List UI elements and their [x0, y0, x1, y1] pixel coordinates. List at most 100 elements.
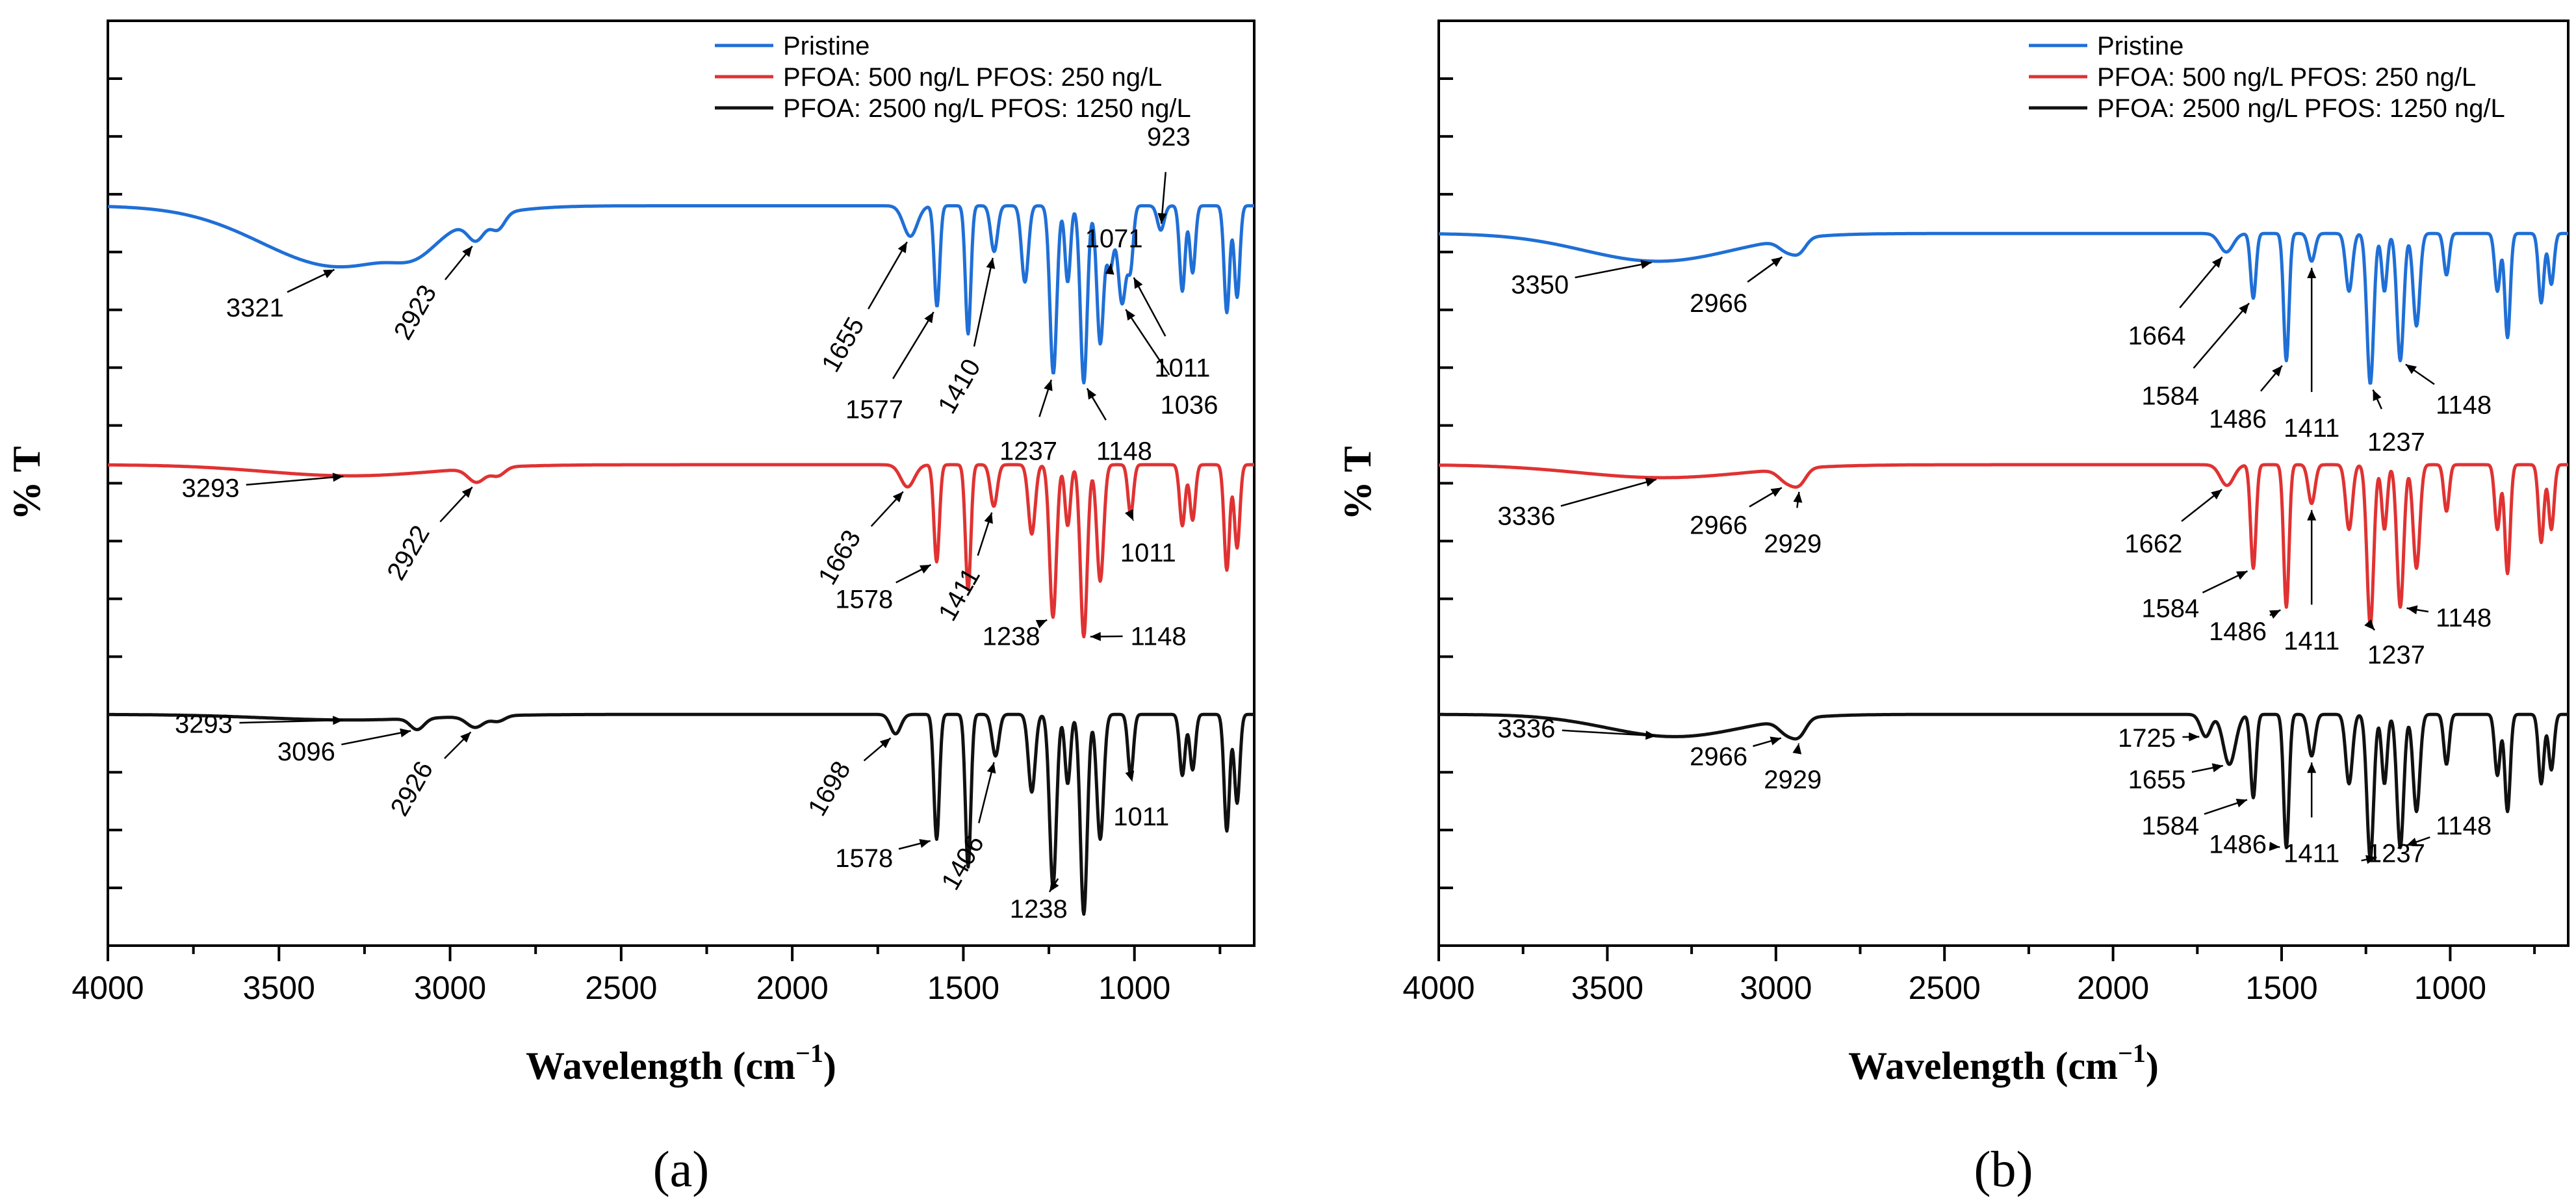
annotation-arrowhead	[1771, 257, 1783, 267]
peak-label: 3293	[175, 710, 233, 738]
annotation-arrowhead	[461, 487, 472, 498]
peak-label: 1411	[2284, 414, 2339, 443]
peak-label: 2923	[389, 280, 443, 344]
peak-label: 1577	[845, 396, 903, 424]
peak-label: 1663	[813, 525, 867, 589]
x-tick-label: 2500	[1909, 970, 1981, 1006]
annotation-arrow	[973, 257, 994, 347]
annotation-arrowhead	[332, 472, 344, 482]
annotation-arrowhead	[333, 716, 344, 725]
series-line-0	[1437, 231, 2570, 385]
peak-label: 1148	[2436, 604, 2492, 632]
panel-a: 4000 3500 3000 2500 2000 1500 1000 Wavelength (…	[5, 19, 1256, 1197]
peak-label: 1486	[2209, 830, 2267, 859]
x-tick-label: 1000	[1098, 970, 1170, 1006]
annotation-arrowhead	[1035, 619, 1048, 628]
peak-label: 1410	[933, 354, 986, 419]
legend-label: PFOA: 2500 ng/L PFOS: 1250 ng/L	[2097, 94, 2505, 123]
x-tick-label: 3000	[414, 970, 486, 1006]
legend-label: PFOA: 500 ng/L PFOS: 250 ng/L	[783, 63, 1162, 92]
peak-label: 3336	[1497, 715, 1555, 744]
peak-label: 1237	[999, 437, 1057, 466]
series-line-2	[107, 712, 1256, 916]
annotation-arrowhead	[897, 242, 907, 253]
peak-label: 1664	[2128, 322, 2186, 350]
peak-label: 1655	[816, 313, 870, 377]
annotation-arrowhead	[1645, 731, 1656, 740]
annotation-arrowhead	[462, 246, 472, 257]
annotation-arrowhead	[2365, 855, 2377, 864]
x-tick-label: 3500	[1571, 970, 1643, 1006]
annotation-arrowhead	[2269, 842, 2280, 851]
peak-label: 2966	[1690, 289, 1747, 318]
panel-label: (b)	[1974, 1141, 2033, 1197]
annotation-arrow	[239, 719, 344, 724]
peak-label: 2929	[1764, 766, 1822, 794]
x-tick-label: 1000	[2414, 970, 2486, 1006]
peak-label: 1148	[1131, 622, 1187, 651]
annotation-arrowhead	[1645, 478, 1656, 487]
peak-label: 923	[1147, 123, 1191, 151]
y-axis-label: % T	[1336, 446, 1379, 521]
peak-label: 1578	[835, 585, 893, 614]
annotation-arrowhead	[984, 512, 993, 524]
annotation-arrow	[892, 311, 934, 380]
peak-label: 2929	[1764, 530, 1822, 558]
legend-label: PFOA: 500 ng/L PFOS: 250 ng/L	[2097, 63, 2476, 92]
peak-label: 1662	[2124, 530, 2182, 558]
series-line-1	[1437, 463, 2570, 627]
annotation-arrowhead	[986, 762, 996, 774]
annotation-arrowhead	[892, 491, 903, 502]
x-tick-label: 4000	[1402, 970, 1475, 1006]
peak-label: 1411	[2284, 627, 2339, 655]
annotation-arrowhead	[2235, 799, 2247, 808]
peak-label: 1237	[2367, 641, 2425, 669]
annotation-arrowhead	[1044, 380, 1053, 391]
peak-label: 1578	[835, 844, 893, 873]
annotation-arrowhead	[2272, 365, 2282, 377]
annotation-arrowhead	[2239, 303, 2249, 315]
annotation-arrowhead	[1125, 509, 1134, 521]
annotation-arrow	[246, 475, 344, 486]
series-line-0	[107, 204, 1256, 385]
annotation-arrowhead	[1126, 309, 1135, 321]
annotation-arrowhead	[1090, 632, 1101, 641]
peak-label: 1655	[2128, 766, 2186, 794]
x-tick-label: 3500	[243, 970, 315, 1006]
annotation-arrow	[341, 730, 411, 745]
series-line-2	[1437, 712, 2570, 860]
annotation-arrowhead	[1125, 770, 1135, 782]
peak-label: 1486	[2209, 405, 2267, 433]
x-tick-label: 3000	[1740, 970, 1812, 1006]
annotation-arrow	[1562, 729, 1656, 737]
annotation-arrowhead	[1770, 736, 1781, 745]
annotation-arrowhead	[919, 839, 931, 848]
peak-label: 1486	[2209, 617, 2267, 646]
annotation-arrowhead	[1770, 487, 1782, 497]
annotation-arrowhead	[2211, 489, 2222, 500]
annotation-arrowhead	[2189, 732, 2200, 742]
annotation-arrow	[978, 762, 995, 823]
peak-label: 1071	[1085, 224, 1143, 253]
peak-label: 1406	[936, 831, 990, 895]
peak-label: 3096	[277, 738, 335, 766]
annotation-arrow	[2193, 302, 2250, 369]
x-tick-label: 1500	[927, 970, 999, 1006]
annotation-arrow	[1125, 309, 1170, 376]
x-tick-label: 2500	[585, 970, 657, 1006]
peak-label: 1011	[1113, 803, 1169, 831]
x-axis-label: Wavelength (cm−1)	[526, 1039, 836, 1087]
annotation-arrowhead	[1792, 743, 1802, 755]
peak-label: 3293	[181, 474, 239, 503]
peak-label: 2922	[381, 521, 435, 585]
peak-label: 1238	[1010, 895, 1068, 924]
annotation-arrowhead	[400, 728, 411, 738]
annotation-arrowhead	[2364, 619, 2375, 630]
annotation-arrowhead	[2406, 838, 2418, 847]
annotation-arrowhead	[879, 738, 891, 749]
annotation-arrowhead	[986, 257, 996, 269]
peak-label: 1411	[2284, 840, 2339, 868]
peak-label: 1011	[1120, 539, 1176, 567]
legend-label: Pristine	[783, 32, 869, 60]
peak-label: 1238	[983, 622, 1040, 651]
